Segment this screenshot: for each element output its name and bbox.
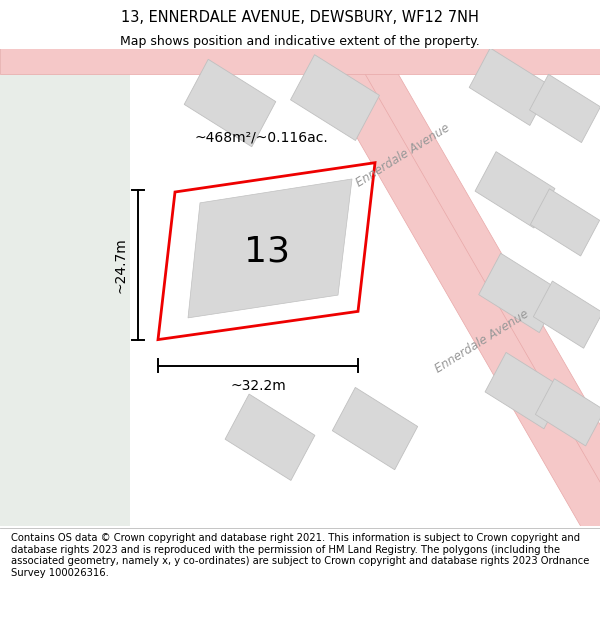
- Polygon shape: [469, 48, 551, 126]
- Text: 13: 13: [244, 234, 290, 268]
- Polygon shape: [332, 388, 418, 470]
- Polygon shape: [0, 41, 600, 74]
- Polygon shape: [485, 352, 565, 429]
- Polygon shape: [475, 152, 555, 228]
- Text: Ennerdale Avenue: Ennerdale Avenue: [354, 121, 452, 189]
- Polygon shape: [535, 379, 600, 446]
- Text: Ennerdale Avenue: Ennerdale Avenue: [433, 308, 531, 376]
- Polygon shape: [533, 281, 600, 348]
- Polygon shape: [184, 59, 276, 147]
- Polygon shape: [530, 74, 600, 142]
- Text: ~24.7m: ~24.7m: [114, 237, 128, 292]
- Bar: [0, 49, 130, 526]
- Polygon shape: [298, 14, 600, 625]
- Polygon shape: [290, 54, 379, 141]
- Polygon shape: [229, 0, 600, 501]
- Text: 13, ENNERDALE AVENUE, DEWSBURY, WF12 7NH: 13, ENNERDALE AVENUE, DEWSBURY, WF12 7NH: [121, 10, 479, 25]
- Polygon shape: [225, 394, 315, 481]
- Text: Map shows position and indicative extent of the property.: Map shows position and indicative extent…: [120, 35, 480, 48]
- Text: ~468m²/~0.116ac.: ~468m²/~0.116ac.: [195, 131, 329, 145]
- Text: ~32.2m: ~32.2m: [230, 379, 286, 392]
- Polygon shape: [530, 189, 599, 256]
- Polygon shape: [158, 162, 375, 339]
- Text: Contains OS data © Crown copyright and database right 2021. This information is : Contains OS data © Crown copyright and d…: [11, 533, 589, 578]
- Polygon shape: [479, 253, 562, 332]
- Polygon shape: [188, 179, 352, 318]
